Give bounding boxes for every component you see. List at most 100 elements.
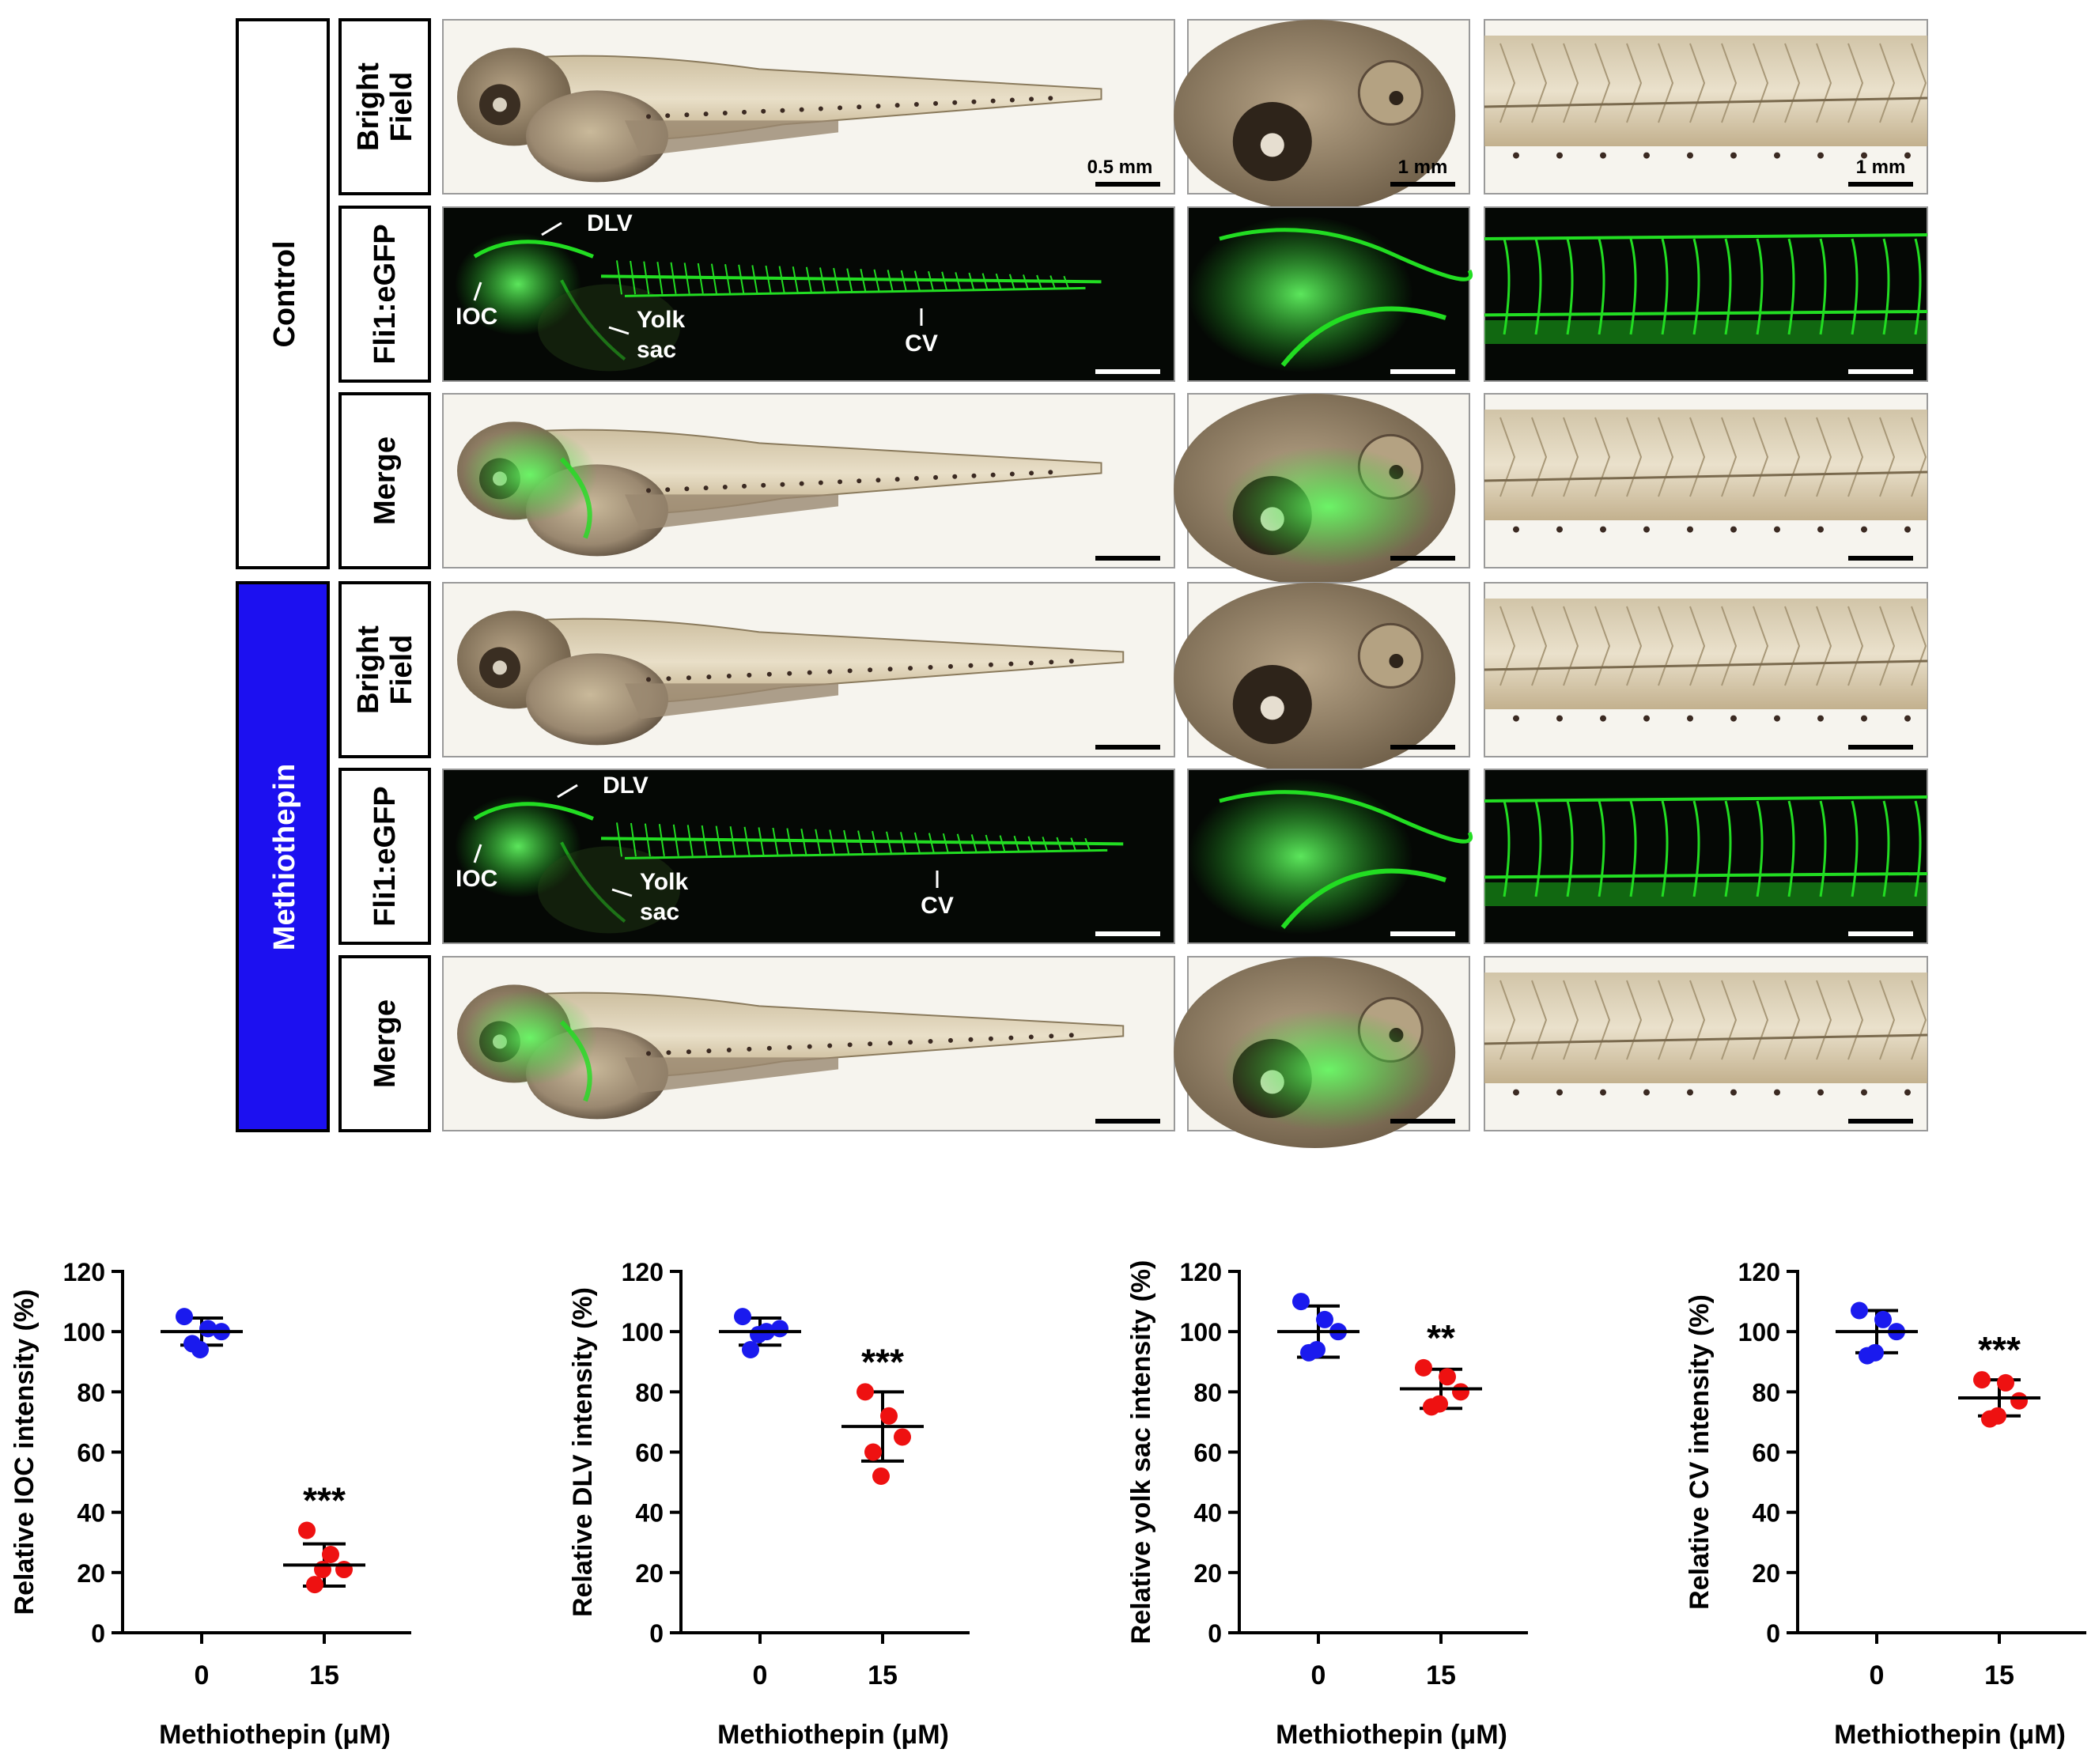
scale-bar-label: 1 mm (1398, 157, 1448, 178)
trunk-pigment (1556, 715, 1563, 722)
x-tick-label: 15 (868, 1660, 898, 1690)
data-point (1439, 1368, 1456, 1386)
gfp-segmental-vessel (1036, 274, 1043, 290)
trunk-somite (1721, 43, 1738, 123)
trunk-gfp-segmental (1787, 238, 1795, 335)
pigment-dot (742, 109, 747, 115)
pigment-dot (952, 474, 958, 479)
gfp-segmental-vessel (751, 265, 758, 293)
gfp-segmental-vessel (860, 268, 867, 293)
trunk-somite (1816, 43, 1832, 123)
series-0 (161, 1308, 243, 1359)
pigment-dot (947, 1037, 953, 1043)
pigment-dot (761, 108, 766, 114)
pigment-dot (742, 483, 747, 489)
pigment-dot (857, 478, 862, 484)
gfp-segmental-vessel (843, 829, 850, 855)
trunk-gfp-segmental (1661, 238, 1669, 335)
annotation-cv: CV (905, 331, 938, 357)
trunk-somite (1499, 980, 1516, 1060)
gfp-segmental-vessel (1023, 274, 1029, 290)
trunk-somite (1499, 606, 1516, 686)
tile-methiothepin-gfp-head (1187, 769, 1473, 944)
trunk-pigment (1643, 1089, 1650, 1096)
trunk-pigment (1904, 1089, 1911, 1096)
gfp-segmental-vessel (616, 822, 622, 857)
gfp-segmental-vessel (1042, 837, 1049, 852)
trunk-gfp-segmental (1503, 238, 1511, 335)
gfp-cv (624, 286, 1086, 297)
trunk-pigment (1774, 526, 1780, 533)
pigment-dot (908, 666, 913, 671)
y-tick-label: 100 (1180, 1318, 1222, 1347)
gfp-segmental-vessel (995, 273, 1002, 291)
x-tick-label: 0 (1870, 1660, 1885, 1690)
data-point (857, 1383, 874, 1401)
gfp-segmental-vessel (658, 824, 665, 856)
y-tick-label: 0 (1766, 1619, 1780, 1648)
trunk-gfp-segmental (1629, 238, 1637, 335)
pigment-dot (971, 473, 977, 478)
gfp-segmental-vessel (743, 826, 751, 856)
larva-yolk-extension (625, 494, 838, 531)
pigment-dot (666, 676, 671, 682)
pigment-dot (780, 482, 785, 487)
trunk-notochord (1484, 96, 1928, 108)
gfp-segmental-vessel (985, 834, 992, 853)
gfp-segmental-vessel (616, 260, 622, 295)
pigment-dot (722, 485, 728, 489)
trunk-pigment (1687, 1089, 1693, 1096)
data-point (872, 1467, 890, 1485)
trunk-gfp-segmental (1819, 800, 1827, 897)
trunk-pigment (1774, 715, 1780, 722)
data-point (1415, 1358, 1432, 1377)
trunk-somite (1847, 417, 1864, 497)
trunk-somite (1784, 606, 1801, 686)
gfp-segmental-vessel (1063, 275, 1070, 290)
trunk-closeup (1484, 410, 1927, 520)
gfp-segmental-vessel (955, 272, 962, 291)
larva-yolk-extension (625, 683, 838, 720)
y-tick-label: 40 (77, 1499, 105, 1528)
trunk-gfp-segmental (1503, 800, 1511, 897)
tile-control-bright-head: 1 mm (1174, 19, 1470, 211)
trunk-somite (1753, 980, 1769, 1060)
data-point (750, 1325, 767, 1343)
gfp-overlay-vessel (559, 457, 592, 539)
trunk-somite (1689, 980, 1706, 1060)
pigment-dot (887, 1041, 893, 1046)
pigment-dot (827, 669, 833, 674)
pigment-dot (1049, 1033, 1054, 1039)
trunk-notochord (1484, 1033, 1928, 1045)
y-axis-label: Relative CV intensity (%) (1685, 1294, 1715, 1610)
pigment-dot (988, 1036, 993, 1041)
trunk-somite (1594, 43, 1611, 123)
pigment-dot (665, 113, 671, 119)
trunk-gfp-segmental (1851, 800, 1859, 897)
significance-marker: *** (1978, 1329, 2021, 1370)
trunk-somite (1879, 980, 1896, 1060)
trunk-pigment (1600, 152, 1606, 159)
trunk-gfp-cv (1484, 882, 1927, 906)
trunk-pigment (1600, 1089, 1606, 1096)
y-tick-label: 20 (1752, 1559, 1780, 1588)
pigment-dot (761, 482, 766, 488)
tile-methiothepin-bright-trunk (1484, 582, 1928, 757)
pigment-dot (766, 671, 772, 677)
trunk-gfp-segmental (1914, 238, 1922, 335)
scale-bar-label: 1 mm (1856, 157, 1906, 178)
gfp-segmental-vessel (900, 270, 907, 292)
trunk-gfp-segmental (1598, 800, 1605, 897)
trunk-gfp-segmental (1598, 238, 1605, 335)
trunk-pigment (1643, 152, 1650, 159)
series-15 (1400, 1358, 1482, 1416)
gfp-segmental-vessel (1056, 837, 1063, 852)
gfp-segmental-vessel (1049, 275, 1057, 290)
significance-marker: *** (861, 1341, 904, 1382)
gfp-segmental-vessel (772, 827, 779, 856)
trunk-pigment (1513, 715, 1519, 722)
row-label-text: Fli1:eGFP (369, 224, 402, 364)
pigment-dot (952, 100, 958, 105)
data-point (306, 1576, 323, 1594)
